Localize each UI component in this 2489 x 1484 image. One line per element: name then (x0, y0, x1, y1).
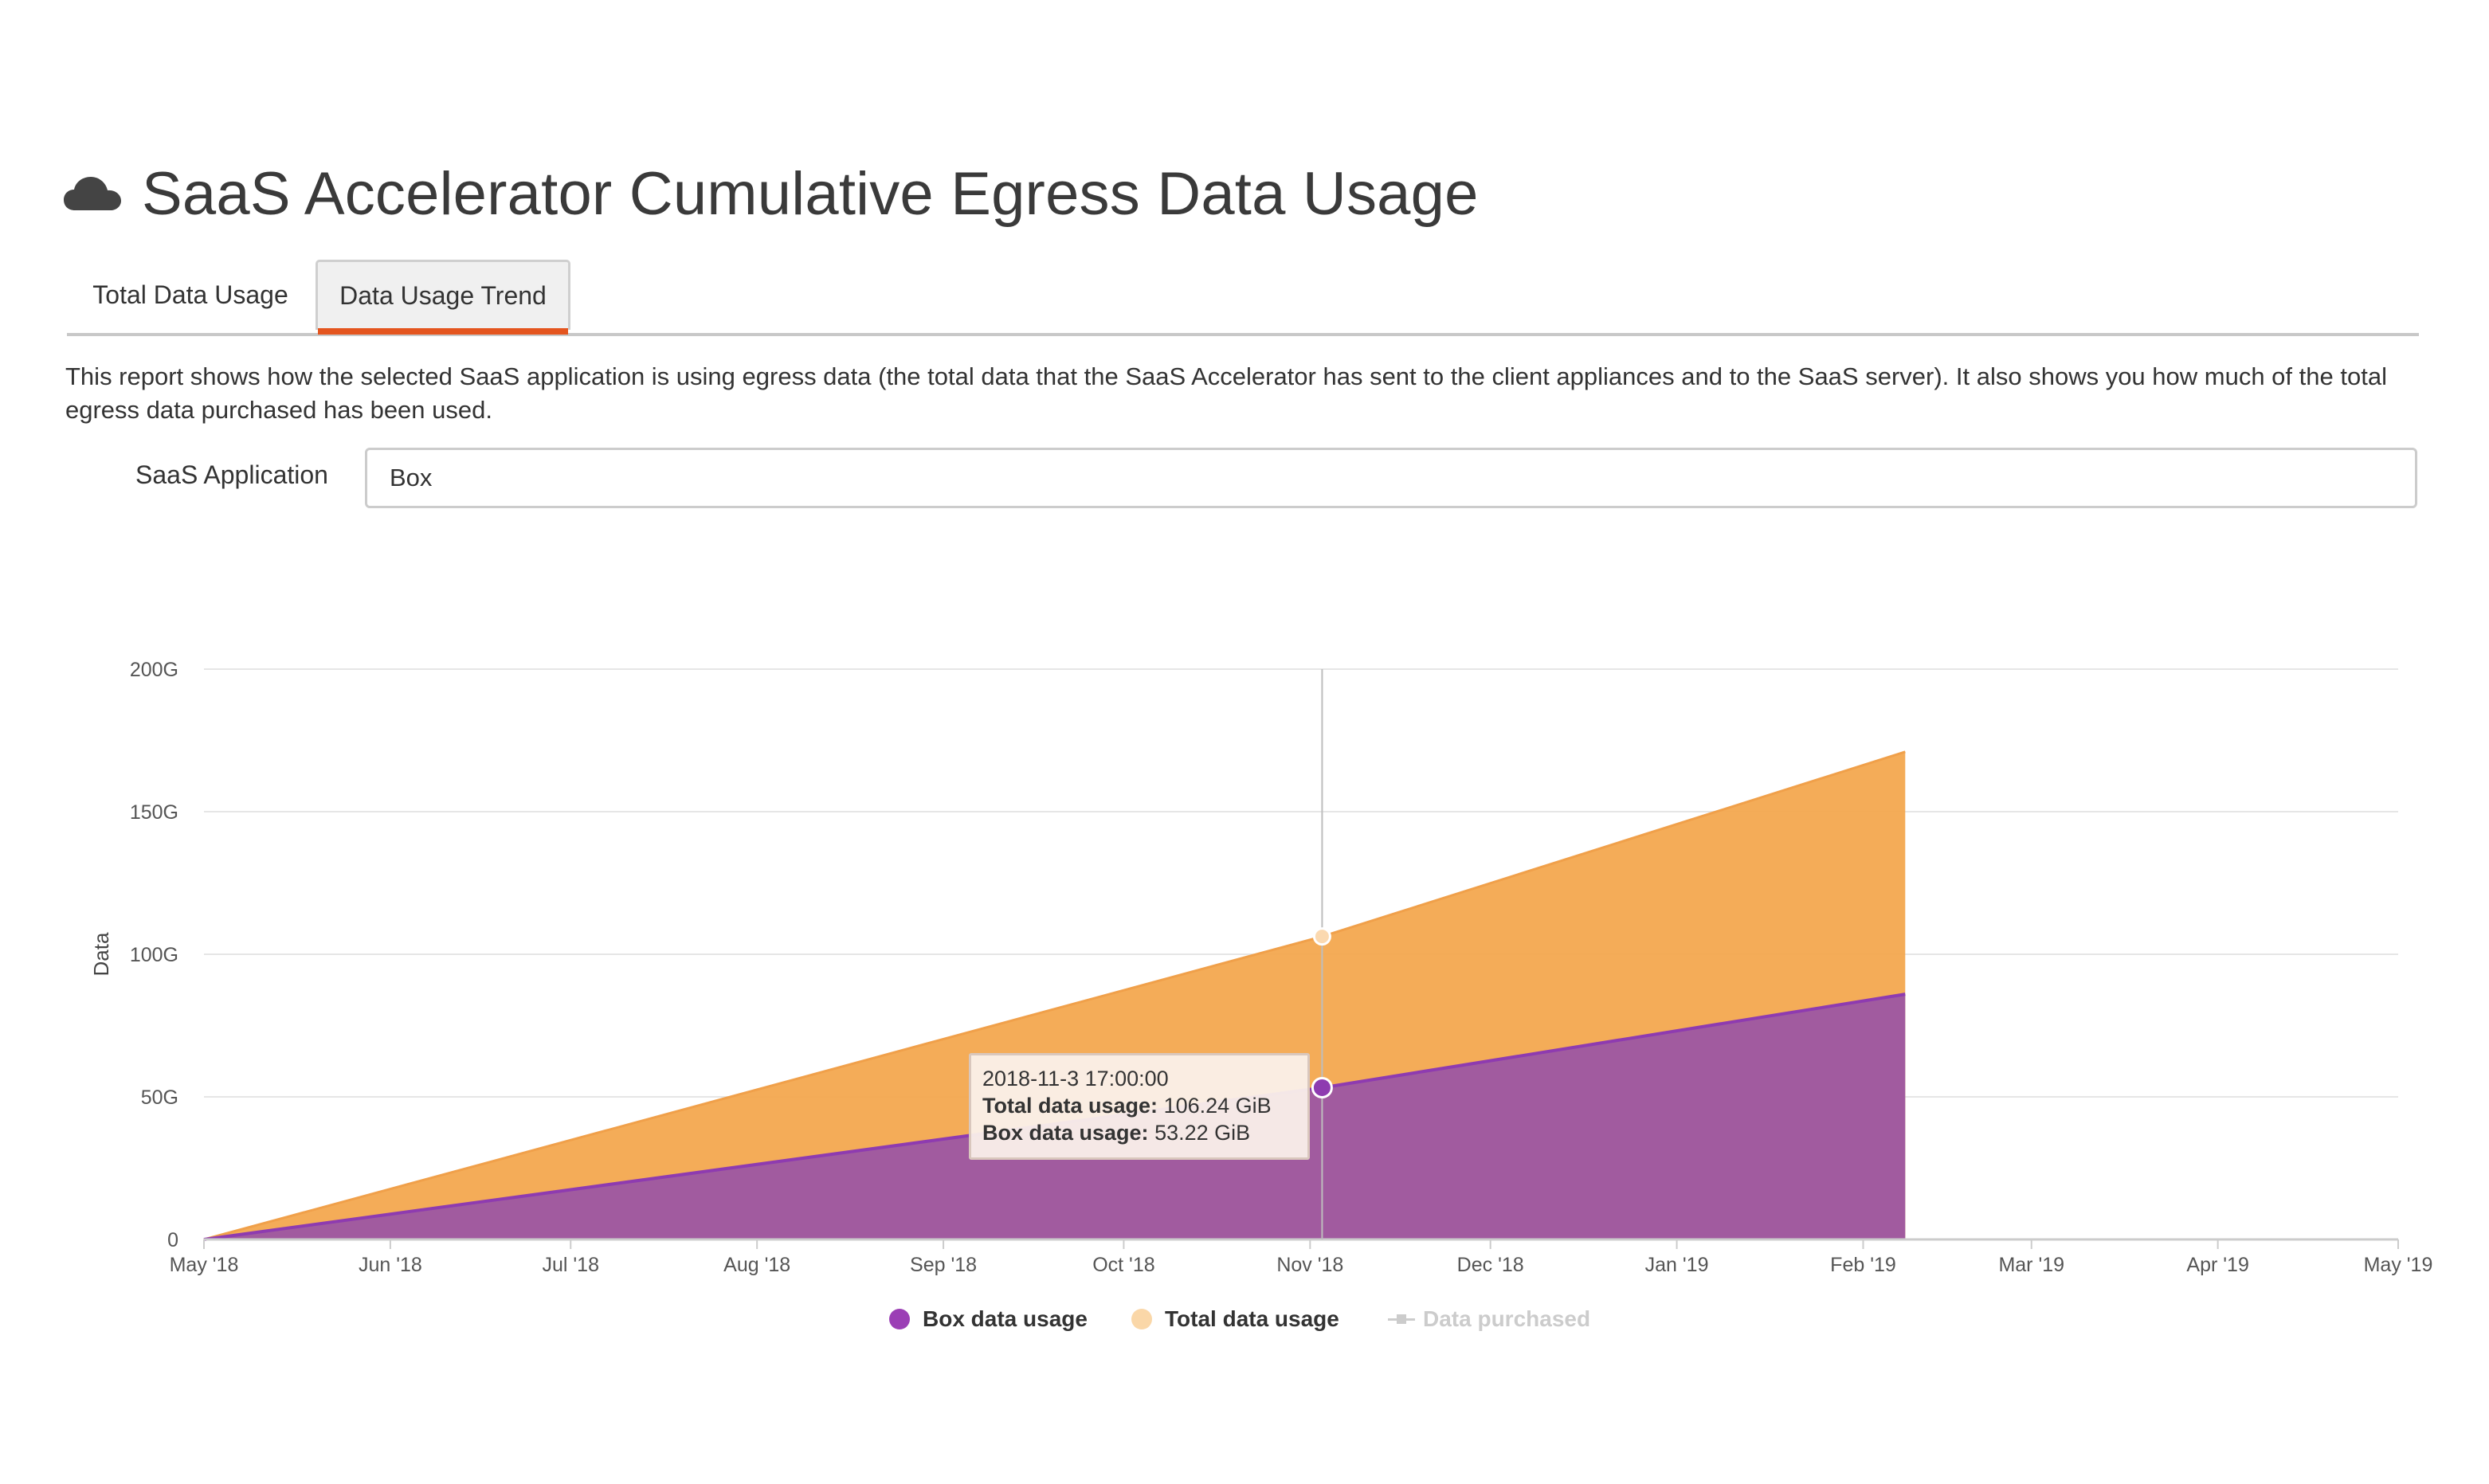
active-tab-indicator (318, 328, 568, 335)
x-tick-label: Jan '19 (1645, 1254, 1709, 1276)
page-title: SaaS Accelerator Cumulative Egress Data … (142, 159, 1479, 228)
x-tick-label: Jun '18 (359, 1254, 422, 1276)
legend-dot-icon (1131, 1309, 1152, 1329)
legend-total-data-usage[interactable]: Total data usage (1131, 1306, 1339, 1332)
legend-data-purchased[interactable]: Data purchased (1388, 1306, 1590, 1332)
legend-dot-icon (889, 1309, 910, 1329)
tooltip-total-row: Total data usage: 106.24 GiB (982, 1092, 1307, 1119)
box-data-usage-area (204, 994, 1906, 1239)
legend-label: Box data usage (923, 1306, 1088, 1331)
page-header: SaaS Accelerator Cumulative Egress Data … (64, 150, 1479, 237)
tooltip-box-value: 53.22 GiB (1154, 1121, 1251, 1145)
x-tick-label: Sep '18 (910, 1254, 977, 1276)
x-tick-label: Oct '18 (1092, 1254, 1154, 1276)
box-hover-marker (1311, 1076, 1333, 1098)
tab-bar: Total Data Usage Data Usage Trend (67, 260, 2419, 336)
legend-box-data-usage[interactable]: Box data usage (889, 1306, 1088, 1332)
y-tick-label: 200G (130, 659, 178, 681)
legend-line-icon (1388, 1309, 1415, 1329)
x-tick-label: May '19 (2364, 1254, 2433, 1276)
tooltip-box-label: Box data usage: (982, 1121, 1149, 1145)
chart-legend: Box data usage Total data usage Data pur… (0, 1306, 2489, 1338)
x-tick-label: May '18 (170, 1254, 239, 1276)
saas-application-label: SaaS Application (135, 460, 328, 489)
total-hover-marker (1312, 927, 1331, 946)
tab-label: Data Usage Trend (339, 281, 547, 310)
tooltip-total-value: 106.24 GiB (1163, 1094, 1272, 1118)
tab-total-data-usage[interactable]: Total Data Usage (92, 280, 288, 309)
tab-data-usage-trend[interactable]: Data Usage Trend (316, 260, 570, 335)
x-tick-label: Aug '18 (723, 1254, 790, 1276)
x-tick-label: Feb '19 (1830, 1254, 1896, 1276)
saas-application-select[interactable]: Box (365, 448, 2417, 508)
saas-application-value: Box (390, 464, 433, 491)
y-tick-label: 0 (167, 1229, 178, 1251)
legend-label: Data purchased (1423, 1306, 1591, 1331)
legend-label: Total data usage (1165, 1306, 1339, 1331)
y-tick-label: 100G (130, 944, 178, 966)
tooltip-box-row: Box data usage: 53.22 GiB (982, 1119, 1307, 1146)
report-description: This report shows how the selected SaaS … (65, 362, 2387, 424)
x-tick-label: Mar '19 (1998, 1254, 2064, 1276)
chart-tooltip: 2018-11-3 17:00:00 Total data usage: 106… (969, 1053, 1310, 1160)
tooltip-total-label: Total data usage: (982, 1094, 1158, 1118)
data-usage-chart: 0 50G 100G 150G 200G Data May '18 Jun '18 Jul '1… (89, 659, 2433, 1276)
x-tick-label: Nov '18 (1276, 1254, 1343, 1276)
y-axis-title: Data (89, 932, 113, 976)
x-tick-label: Apr '19 (2186, 1254, 2248, 1276)
x-tick-label: Jul '18 (543, 1254, 599, 1276)
cloud-icon (64, 177, 121, 210)
x-tick-label: Dec '18 (1457, 1254, 1524, 1276)
tooltip-date: 2018-11-3 17:00:00 (982, 1067, 1169, 1090)
y-tick-label: 50G (141, 1087, 178, 1109)
y-tick-label: 150G (130, 801, 178, 824)
